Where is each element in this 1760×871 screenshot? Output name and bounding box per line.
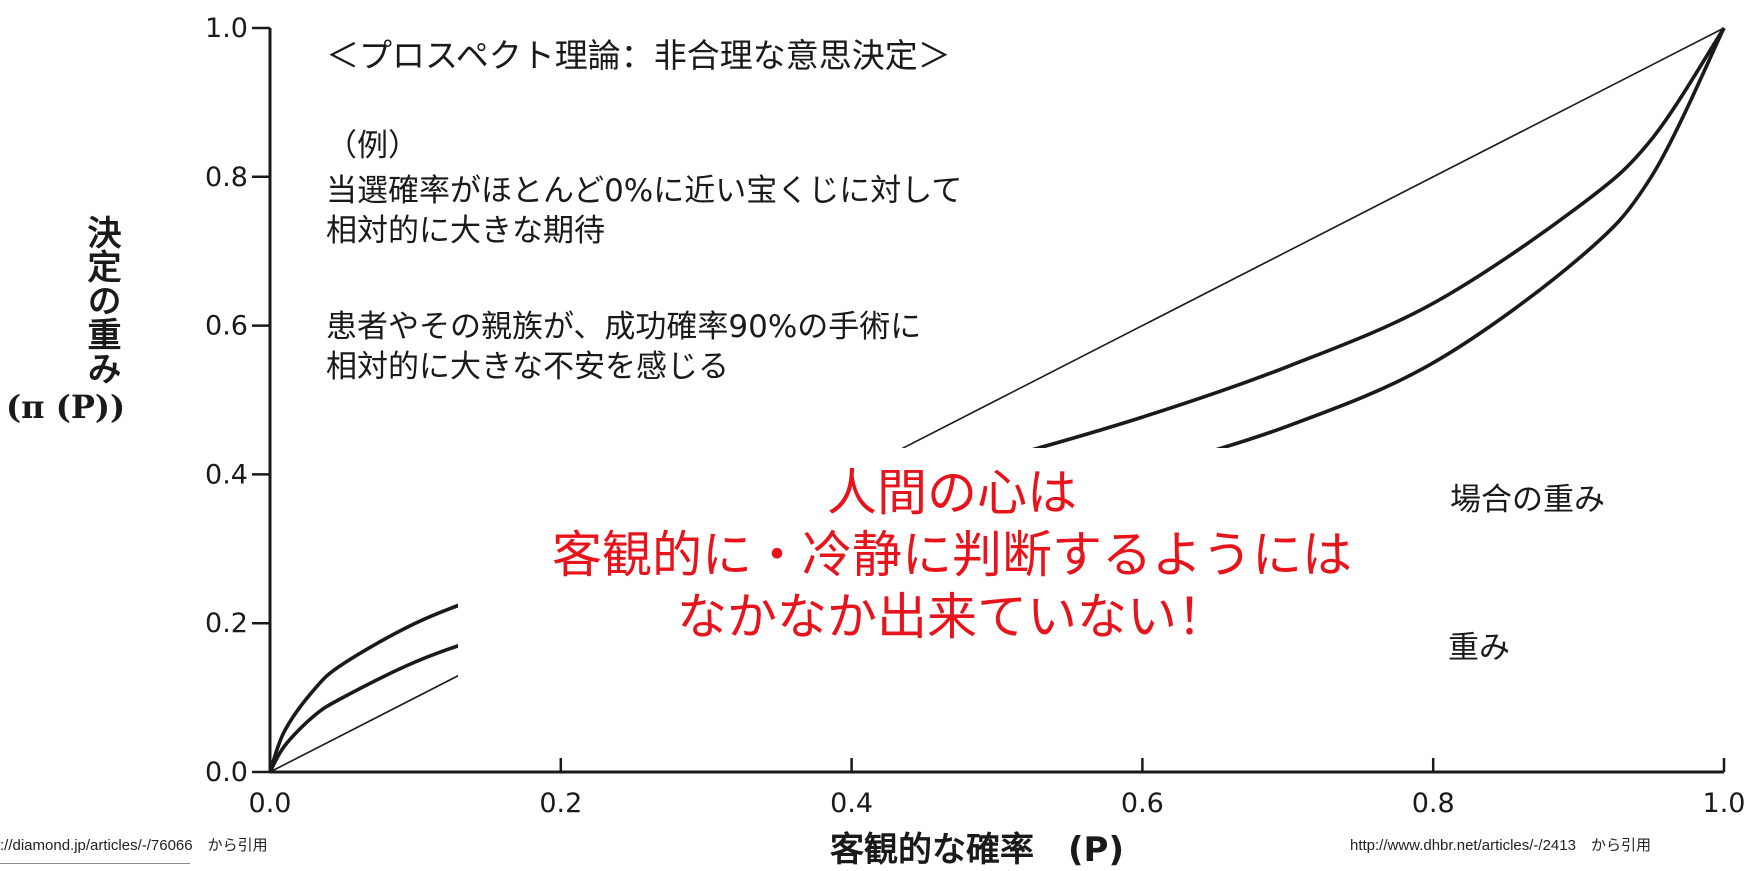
y-tick-label-3: 0.6 [205,311,248,342]
example-2: 患者やその親族が、成功確率90%の手術に 相対的に大きな不安を感じる [326,307,921,387]
x-tick-label-2: 0.4 [830,788,873,819]
x-axis-label: 客観的な確率 (P) [830,830,1124,870]
key-message: 人間の心は 客観的に・冷静に判断するようには なかなか出来ていない！ [458,462,1446,648]
example-heading: （例） [326,128,419,164]
source-underline [0,863,190,864]
x-tick-label-3: 0.6 [1121,788,1164,819]
y-axis-symbol: (π (P)) [6,388,126,426]
series-line-0 [269,27,1725,773]
chart-axes [268,28,1724,774]
message-box [458,448,1446,728]
key-message-line-1: 人間の心は [827,464,1077,522]
y-tick-label-2: 0.4 [205,459,248,490]
source-citation-left: ://diamond.jp/articles/-/76066 から引用 [0,837,268,854]
example-2-line-2: 相対的に大きな不安を感じる [326,349,729,385]
example-1-line-2: 相対的に大きな期待 [326,213,605,249]
y-tick-label-4: 0.8 [205,162,248,193]
slide-title: ＜プロスペクト理論：非合理な意思決定＞ [326,36,951,75]
y-tick-label-0: 0.0 [205,757,248,788]
example-1: 当選確率がほとんど0%に近い宝くじに対して 相対的に大きな期待 [326,171,962,251]
example-1-line-1: 当選確率がほとんど0%に近い宝くじに対して [326,173,963,209]
x-tick-label-4: 0.8 [1412,788,1455,819]
example-2-line-1: 患者やその親族が、成功確率90%の手術に [326,309,922,345]
chart-ticks: 0.0 0.2 0.4 0.6 0.8 1.0 0.0 0.2 0.4 0.6 0.8 1.0 [205,13,1745,819]
x-tick-label-5: 1.0 [1703,788,1746,819]
partial-series-label-2: 重み [1448,630,1510,666]
source-citation-right: http://www.dhbr.net/articles/-/2413 から引用 [1350,837,1651,854]
y-tick-label-1: 0.2 [205,608,248,639]
y-axis-label: 決定の重み [81,215,121,385]
key-message-line-3: なかなか出来ていない！ [677,588,1227,646]
x-tick-label-1: 0.2 [539,788,582,819]
partial-series-label-1: 場合の重み [1450,482,1605,518]
y-tick-label-5: 1.0 [205,13,248,44]
x-tick-label-0: 0.0 [249,788,292,819]
key-message-line-2: 客観的に・冷静に判断するようには [552,526,1352,584]
